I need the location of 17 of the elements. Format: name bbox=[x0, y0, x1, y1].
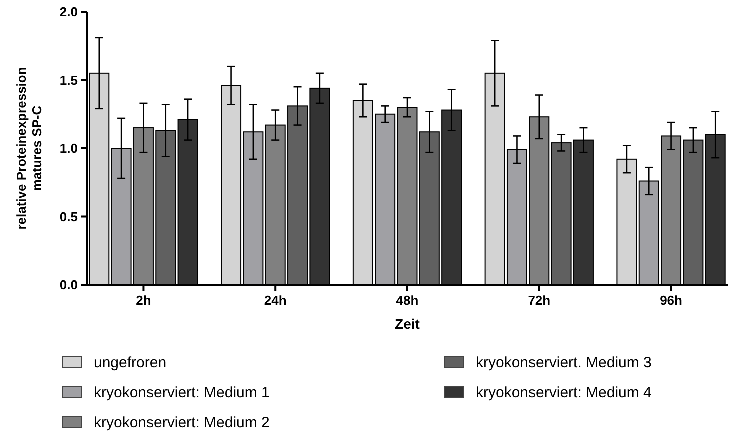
y-tick-label: 0.0 bbox=[60, 278, 78, 293]
y-axis-title: relative Proteinexpression matures SP-C bbox=[14, 67, 45, 230]
x-tick-label: 72h bbox=[528, 293, 551, 308]
y-tick-label: 1.5 bbox=[60, 72, 78, 88]
x-tick-label: 48h bbox=[396, 293, 419, 308]
legend-label: kryokonserviert. Medium 3 bbox=[476, 354, 652, 372]
y-tick-label: 1.0 bbox=[60, 141, 78, 156]
legend-label: kryokonserviert: Medium 2 bbox=[94, 414, 270, 432]
x-tick-label: 24h bbox=[264, 293, 287, 308]
y-tick-label: 0.5 bbox=[60, 209, 78, 224]
y-tick-label: 2.0 bbox=[60, 4, 78, 20]
x-tick-label: 2h bbox=[136, 293, 152, 308]
x-tick-label: 96h bbox=[660, 293, 683, 308]
x-axis-title: Zeit bbox=[395, 316, 420, 332]
legend-label: kryokonserviert: Medium 1 bbox=[94, 384, 270, 402]
legend-label: ungefroren bbox=[94, 354, 167, 372]
legend-label: kryokonserviert: Medium 4 bbox=[476, 384, 652, 402]
